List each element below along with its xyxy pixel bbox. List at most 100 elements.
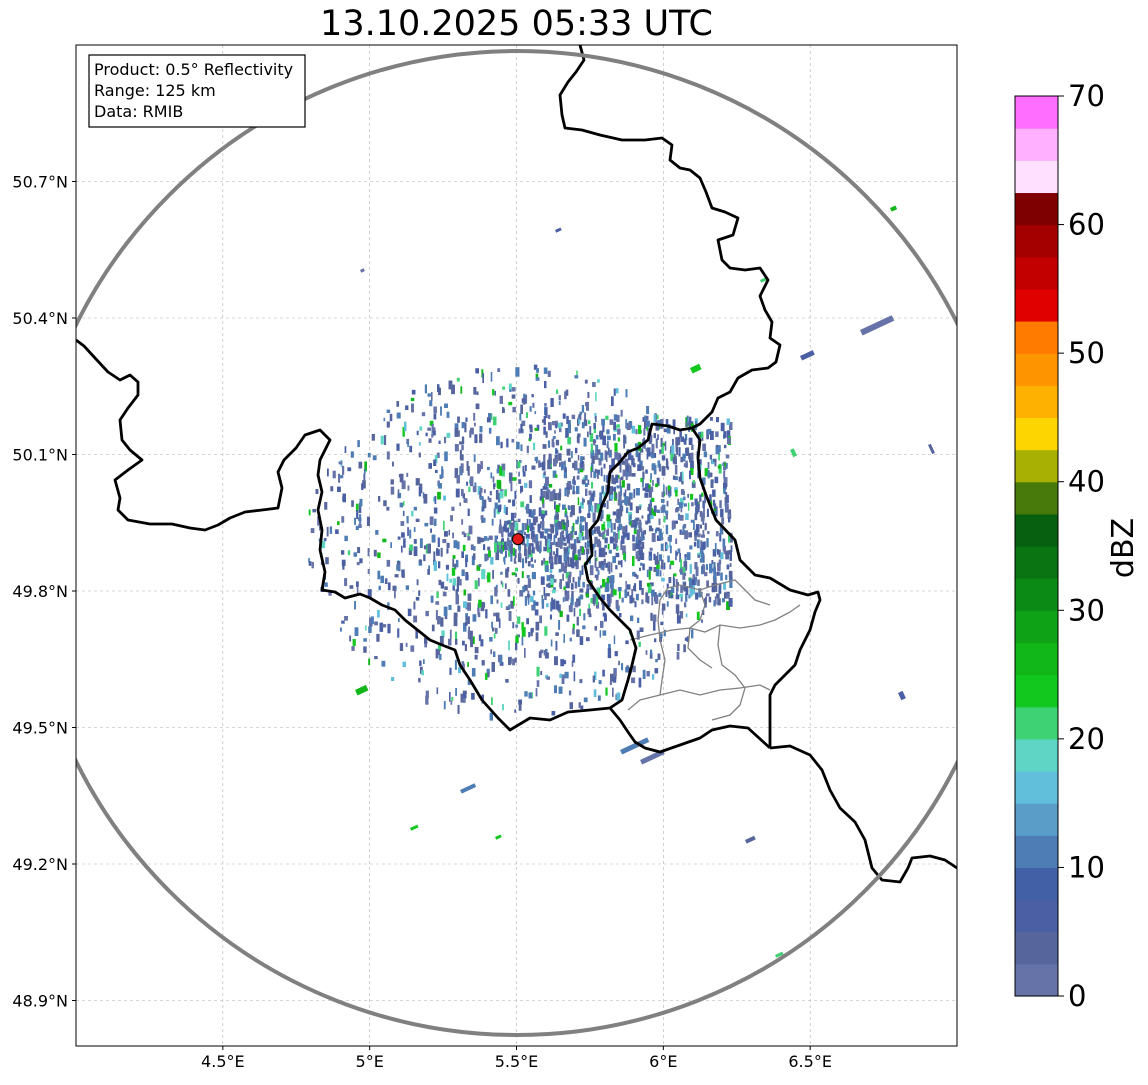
radar-echo-pixel [604, 450, 607, 461]
radar-echo-pixel [631, 588, 634, 599]
radar-echo-pixel [572, 627, 575, 635]
radar-echo-pixel [650, 649, 653, 655]
radar-echo-pixel [597, 530, 601, 535]
radar-echo-pixel [510, 531, 514, 536]
radar-echo-pixel [540, 488, 543, 499]
radar-echo-pixel [409, 445, 413, 453]
colorbar-tick-label: 0 [1068, 979, 1086, 1013]
radar-echo-pixel [649, 479, 652, 483]
y-tick-label: 49.5°N [12, 719, 68, 738]
radar-echo-pixel [479, 426, 483, 433]
radar-echo-pixel [615, 493, 618, 499]
radar-echo-pixel [586, 588, 590, 598]
radar-echo-pixel [594, 574, 599, 578]
radar-echo-pixel [660, 506, 665, 510]
radar-echo-pixel [461, 436, 465, 445]
radar-echo-pixel [653, 505, 657, 513]
radar-echo-streak [640, 749, 665, 765]
radar-echo-pixel [646, 405, 650, 415]
radar-echo-pixel [576, 485, 580, 495]
radar-echo-pixel [661, 559, 664, 569]
radar-echo-pixel [556, 389, 559, 394]
radar-echo-pixel [645, 483, 649, 493]
radar-echo-pixel [619, 524, 623, 529]
radar-echo-pixel [397, 536, 401, 540]
radar-echo-pixel [534, 601, 539, 606]
border-belgium-luxembourg [583, 422, 693, 710]
radar-echo-pixel [342, 465, 345, 475]
radar-echo-pixel [642, 487, 647, 491]
radar-echo-pixel [534, 411, 537, 415]
radar-echo-pixel [425, 695, 429, 705]
radar-echo-pixel [600, 565, 604, 569]
radar-echo-pixel [691, 629, 694, 639]
radar-echo-pixel [347, 467, 352, 472]
radar-echo-pixel [577, 497, 580, 506]
radar-echo-pixel [631, 455, 634, 466]
radar-echo-pixel [639, 528, 643, 533]
radar-echo-pixel [497, 541, 501, 551]
radar-echo-pixel [594, 626, 597, 631]
radar-echo-pixel [512, 477, 517, 481]
radar-echo-pixel [539, 615, 542, 624]
radar-echo-pixel [722, 598, 725, 603]
radar-echo-pixel [700, 431, 704, 438]
radar-echo-pixel [500, 549, 503, 554]
radar-echo-pixel [543, 546, 547, 552]
radar-echo-pixel [389, 413, 393, 422]
radar-echo-pixel [612, 487, 616, 492]
radar-echo-pixel [542, 444, 547, 449]
radar-echo-pixel [526, 618, 529, 625]
radar-echo-pixel [524, 523, 528, 530]
radar-echo-pixel [471, 555, 475, 566]
radar-echo-pixel [562, 413, 566, 419]
radar-echo-pixel [439, 653, 442, 661]
radar-echo-pixel [610, 673, 614, 682]
radar-echo-pixel [497, 464, 500, 469]
radar-echo-pixel [427, 427, 431, 431]
radar-echo-pixel [562, 660, 567, 665]
radar-echo-pixel [644, 492, 649, 498]
radar-echo-pixel [637, 464, 642, 471]
radar-echo-pixel [572, 577, 575, 583]
radar-echo-pixel [578, 576, 581, 581]
radar-echo-pixel [688, 532, 692, 538]
radar-echo-pixel [617, 428, 621, 435]
radar-echo-pixel [502, 542, 505, 552]
radar-echo-pixel [451, 506, 455, 511]
radar-echo-pixel [640, 562, 643, 566]
radar-echo-pixel [524, 465, 527, 472]
radar-echo-pixel [685, 593, 688, 602]
radar-echo-pixel [646, 569, 649, 578]
radar-echo-pixel [699, 547, 704, 554]
radar-echo-pixel [561, 674, 565, 684]
radar-echo-pixel [535, 542, 538, 548]
radar-echo-pixel [632, 520, 637, 528]
radar-echo-pixel [626, 422, 631, 430]
radar-echo-pixel [428, 438, 432, 443]
radar-echo-pixel [685, 513, 689, 520]
radar-echo-pixel [699, 524, 702, 529]
radar-echo-pixel [576, 370, 578, 376]
radar-echo-pixel [633, 583, 637, 592]
radar-echo-pixel [605, 415, 609, 420]
radar-echo-pixel [720, 552, 724, 560]
radar-echo-pixel [495, 551, 500, 561]
radar-echo-pixel [567, 489, 569, 497]
radar-echo-pixel [681, 471, 684, 482]
radar-echo-pixel [572, 550, 576, 560]
radar-echo-pixel [638, 546, 641, 553]
radar-echo-pixel [718, 549, 721, 558]
radar-echo-pixel [552, 421, 555, 426]
radar-echo-pixel [719, 533, 722, 542]
radar-echo-pixel [573, 476, 576, 481]
radar-echo-pixel [641, 515, 644, 519]
radar-echo-pixel [498, 493, 501, 503]
radar-echo-pixel [715, 531, 719, 537]
radar-echo-pixel [691, 481, 696, 488]
colorbar-tick-label: 10 [1068, 850, 1105, 884]
radar-echo-pixel [596, 557, 598, 562]
radar-echo-pixel [455, 559, 459, 568]
radar-echo-pixel [535, 688, 538, 697]
